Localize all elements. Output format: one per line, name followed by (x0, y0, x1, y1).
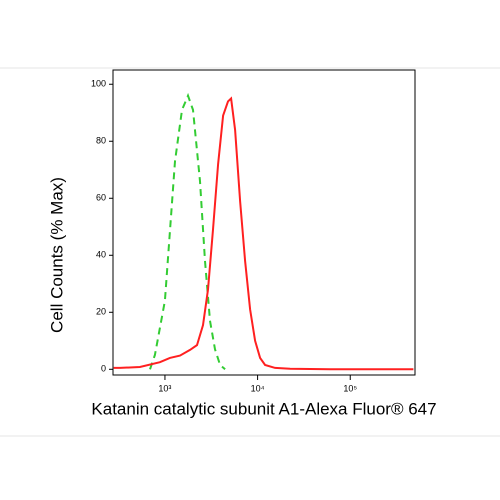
y-tick-label: 80 (96, 136, 106, 146)
y-tick-label: 40 (96, 250, 106, 260)
y-tick-label: 20 (96, 307, 106, 317)
series-line (149, 92, 226, 371)
y-axis-title: Cell Counts (% Max) (47, 177, 66, 333)
y-tick-label: 0 (101, 364, 106, 374)
x-tick-label: 10⁴ (251, 383, 265, 393)
series-line (113, 96, 414, 371)
x-axis-title: Katanin catalytic subunit A1-Alexa Fluor… (91, 399, 436, 418)
y-tick-label: 100 (91, 79, 106, 89)
plot-frame (112, 69, 416, 376)
y-tick-label: 60 (96, 193, 106, 203)
x-tick-label: 10⁵ (343, 383, 357, 393)
x-tick-label: 10³ (158, 383, 171, 393)
